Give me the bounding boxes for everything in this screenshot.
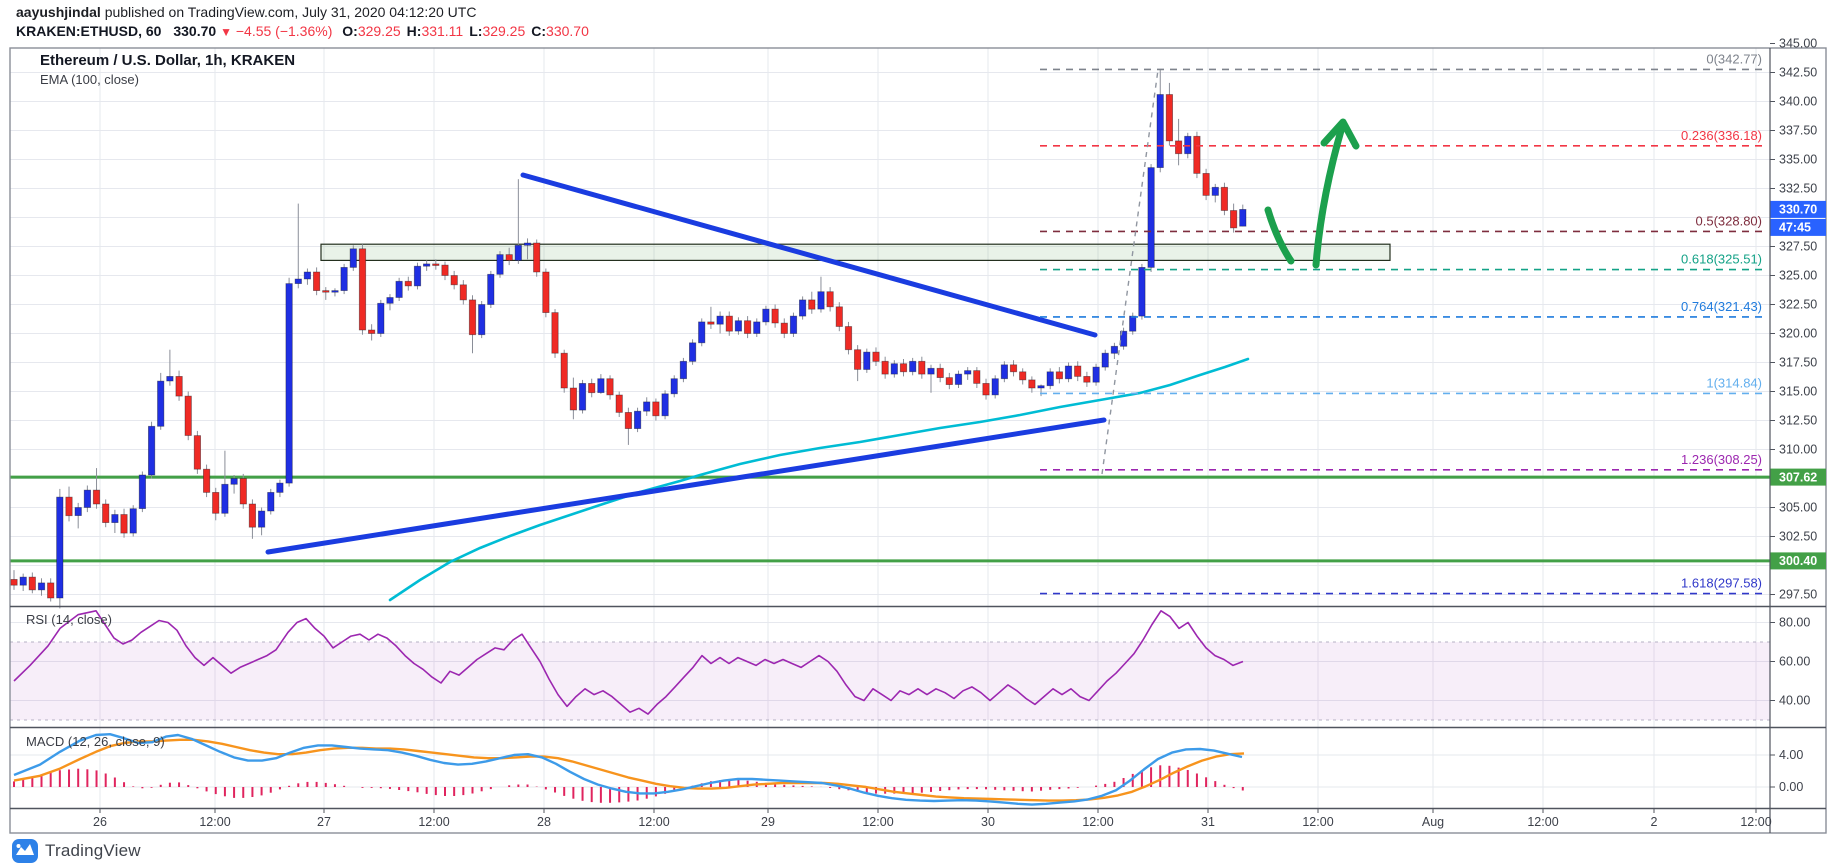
- svg-text:320.00: 320.00: [1779, 327, 1817, 341]
- svg-text:0.618(325.51): 0.618(325.51): [1681, 252, 1762, 267]
- svg-text:305.00: 305.00: [1779, 501, 1817, 515]
- chart-frame: [9, 47, 1827, 834]
- chart-title[interactable]: Ethereum / U.S. Dollar, 1h, KRAKEN: [40, 52, 296, 69]
- macd-legend[interactable]: MACD (12, 26, close, 9): [26, 734, 165, 749]
- fib-retracement: 0(342.77) 0.236(336.18) 0.5(328.80) 0.618(3…: [1040, 51, 1766, 595]
- svg-text:0.236(336.18): 0.236(336.18): [1681, 128, 1762, 143]
- svg-text:12:00: 12:00: [862, 815, 893, 829]
- ema-legend[interactable]: EMA (100, close): [40, 72, 139, 87]
- ohlc-o: O:329.25: [342, 23, 401, 39]
- svg-text:4.00: 4.00: [1779, 748, 1803, 762]
- svg-text:345.00: 345.00: [1779, 37, 1817, 51]
- svg-text:30: 30: [981, 815, 995, 829]
- svg-text:40.00: 40.00: [1779, 694, 1810, 708]
- direction-arrow-icon: ▼: [220, 25, 232, 39]
- published-info: published on TradingView.com, July 31, 2…: [100, 4, 477, 20]
- svg-text:2: 2: [1651, 815, 1658, 829]
- svg-text:60.00: 60.00: [1779, 655, 1810, 669]
- svg-text:31: 31: [1201, 815, 1215, 829]
- svg-text:12:00: 12:00: [1082, 815, 1113, 829]
- svg-text:297.50: 297.50: [1779, 588, 1817, 602]
- svg-text:0.00: 0.00: [1779, 780, 1803, 794]
- svg-text:1.236(308.25): 1.236(308.25): [1681, 452, 1762, 467]
- macd-main-line: [13, 733, 1243, 806]
- price-axis-badges: 330.70 47:45 307.62 300.40: [1770, 200, 1826, 570]
- ohlc-c: C:330.70: [531, 23, 589, 39]
- svg-text:26: 26: [93, 815, 107, 829]
- fib-diagonal: [1101, 69, 1159, 475]
- symbol-name[interactable]: KRAKEN:ETHUSD, 60: [16, 23, 162, 39]
- support-zone: [320, 243, 1391, 261]
- trendlines: [265, 172, 1107, 555]
- svg-text:335.00: 335.00: [1779, 153, 1817, 167]
- gridlines: [10, 48, 1770, 808]
- ohlc-h: H:331.11: [406, 23, 464, 39]
- tradingview-logo-icon: [12, 839, 38, 863]
- svg-text:307.62: 307.62: [1779, 470, 1817, 484]
- snapshot-attribution: aayushjindal published on TradingView.co…: [16, 4, 476, 20]
- rsi-line: [13, 610, 1244, 715]
- svg-text:317.50: 317.50: [1779, 356, 1817, 370]
- svg-text:12:00: 12:00: [199, 815, 230, 829]
- svg-text:332.50: 332.50: [1779, 182, 1817, 196]
- author-name: aayushjindal: [16, 4, 101, 20]
- svg-text:310.00: 310.00: [1779, 443, 1817, 457]
- svg-text:80.00: 80.00: [1779, 616, 1810, 630]
- svg-text:315.00: 315.00: [1779, 385, 1817, 399]
- ohlc-values: O:329.25 H:331.11 L:329.25 C:330.70: [336, 23, 589, 39]
- svg-text:340.00: 340.00: [1779, 95, 1817, 109]
- time-axis[interactable]: 26 12:00 27 12:00 28 12:00 29 12:00 30 12:00 31 12:…: [93, 808, 1772, 829]
- svg-text:302.50: 302.50: [1779, 530, 1817, 544]
- svg-text:337.50: 337.50: [1779, 124, 1817, 138]
- svg-text:12:00: 12:00: [1302, 815, 1333, 829]
- svg-text:Aug: Aug: [1422, 815, 1444, 829]
- svg-text:0.764(321.43): 0.764(321.43): [1681, 299, 1762, 314]
- ema-line: [388, 357, 1250, 602]
- svg-text:12:00: 12:00: [1527, 815, 1558, 829]
- svg-text:29: 29: [761, 815, 775, 829]
- svg-text:12:00: 12:00: [1740, 815, 1771, 829]
- svg-text:12:00: 12:00: [418, 815, 449, 829]
- svg-text:1(314.84): 1(314.84): [1706, 375, 1762, 390]
- svg-text:27: 27: [317, 815, 331, 829]
- symbol-status-line: KRAKEN:ETHUSD, 60 330.70 ▼ −4.55 (−1.36%…: [16, 23, 589, 39]
- candles-layer[interactable]: [10, 69, 1247, 609]
- horizontal-support-lines: [10, 475, 1770, 563]
- bounce-arrow: [1264, 118, 1360, 269]
- price-change: −4.55 (−1.36%): [235, 23, 333, 39]
- svg-text:47:45: 47:45: [1779, 221, 1811, 235]
- rsi-legend[interactable]: RSI (14, close): [26, 612, 112, 627]
- svg-text:322.50: 322.50: [1779, 298, 1817, 312]
- svg-text:12:00: 12:00: [638, 815, 669, 829]
- svg-text:300.40: 300.40: [1779, 554, 1817, 568]
- svg-text:330.70: 330.70: [1779, 203, 1817, 217]
- ohlc-l: L:329.25: [469, 23, 526, 39]
- macd-layer: [13, 733, 1245, 806]
- svg-text:1.618(297.58): 1.618(297.58): [1681, 576, 1762, 591]
- ema-layer: [388, 357, 1250, 602]
- svg-text:0(342.77): 0(342.77): [1706, 51, 1762, 66]
- svg-text:342.50: 342.50: [1779, 66, 1817, 80]
- rsi-band: [10, 641, 1770, 721]
- tradingview-logo-text: TradingView: [45, 841, 141, 860]
- tradingview-logo[interactable]: TradingView: [12, 838, 141, 864]
- last-price: 330.70: [173, 23, 217, 39]
- rsi-layer: [13, 610, 1244, 715]
- macd-signal-line: [13, 738, 1245, 802]
- svg-text:325.00: 325.00: [1779, 269, 1817, 283]
- svg-text:28: 28: [537, 815, 551, 829]
- svg-text:327.50: 327.50: [1779, 240, 1817, 254]
- svg-text:0.5(328.80): 0.5(328.80): [1696, 213, 1763, 228]
- svg-text:312.50: 312.50: [1779, 414, 1817, 428]
- price-axis[interactable]: 345.00 342.50 340.00 337.50 335.00 332.50 327.…: [1770, 37, 1817, 795]
